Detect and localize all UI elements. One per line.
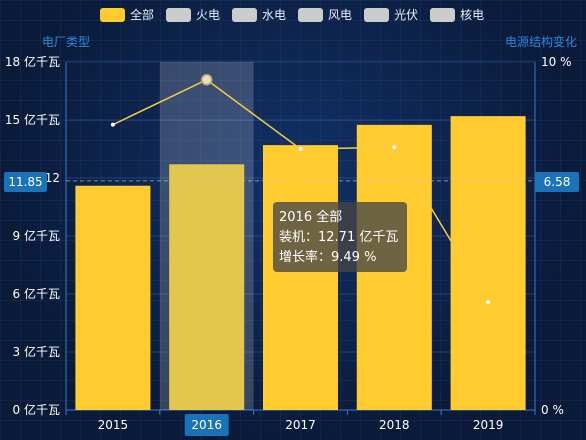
- legend-item-3[interactable]: 风电: [298, 6, 352, 23]
- legend-label: 光伏: [394, 8, 419, 22]
- legend: 全部 火电 水电 风电 光伏 核电: [100, 6, 496, 23]
- legend-label: 核电: [460, 8, 485, 22]
- left-tick-label: 18 亿千瓦: [5, 54, 60, 69]
- right-axis-title: 电源结构变化: [504, 35, 577, 49]
- left-tick-label: 0 亿千瓦: [13, 402, 60, 417]
- tooltip-title: 2016 全部: [279, 210, 343, 225]
- legend-item-1[interactable]: 火电: [166, 6, 220, 23]
- x-tick-label-2018: 2018: [379, 418, 410, 432]
- legend-swatch: [364, 7, 390, 22]
- legend-swatch: [430, 7, 456, 22]
- growth-point-2015: [110, 122, 115, 127]
- left-tick-label: 6 亿千瓦: [13, 286, 60, 301]
- legend-swatch: [298, 7, 324, 22]
- right-axis-pointer-label: 6.58: [535, 172, 579, 192]
- left-tick-label: 3 亿千瓦: [13, 344, 60, 359]
- legend-item-2[interactable]: 水电: [232, 6, 286, 23]
- growth-point-2018: [392, 145, 397, 150]
- legend-item-0[interactable]: 全部: [100, 6, 154, 23]
- bar-2015: [75, 185, 151, 410]
- right-tick-label: 10 %: [541, 55, 572, 69]
- legend-swatch: [166, 7, 192, 22]
- x-tick-label-2017: 2017: [285, 418, 316, 432]
- legend-label: 火电: [196, 8, 221, 22]
- legend-swatch: [100, 7, 125, 22]
- growth-point-2019: [486, 300, 491, 305]
- legend-label: 风电: [328, 8, 353, 22]
- bar-2016: [169, 164, 245, 410]
- growth-point-2017: [298, 147, 303, 151]
- legend-item-5[interactable]: 核电: [430, 6, 484, 23]
- left-tick-label: 12: [45, 171, 60, 185]
- legend-swatch: [232, 7, 258, 22]
- tooltip-growth: 增长率：9.49 %: [279, 250, 377, 265]
- left-axis-title: 电厂类型: [42, 35, 91, 49]
- growth-point-2016: [200, 73, 213, 86]
- x-tick-label-2015: 2015: [98, 418, 129, 432]
- right-tick-label: 0 %: [541, 403, 564, 417]
- bar-2017: [262, 145, 339, 410]
- legend-label: 水电: [262, 8, 287, 22]
- x-tick-label-2019: 2019: [473, 418, 504, 432]
- left-tick-label: 9 亿千瓦: [13, 228, 60, 243]
- x-axis-pointer-badge: [184, 414, 229, 436]
- legend-label: 全部: [130, 8, 155, 22]
- bar-2019: [450, 116, 526, 410]
- tooltip: 2016 全部 装机：12.71 亿千瓦 增长率：9.49 %: [273, 202, 407, 272]
- left-axis-pointer-label: 11.85: [4, 172, 47, 192]
- left-tick-label: 15 亿千瓦: [5, 112, 60, 127]
- x-tick-label-2016: 2016: [191, 418, 222, 432]
- legend-item-4[interactable]: 光伏: [364, 6, 418, 23]
- tooltip-capacity: 装机：12.71 亿千瓦: [279, 230, 399, 245]
